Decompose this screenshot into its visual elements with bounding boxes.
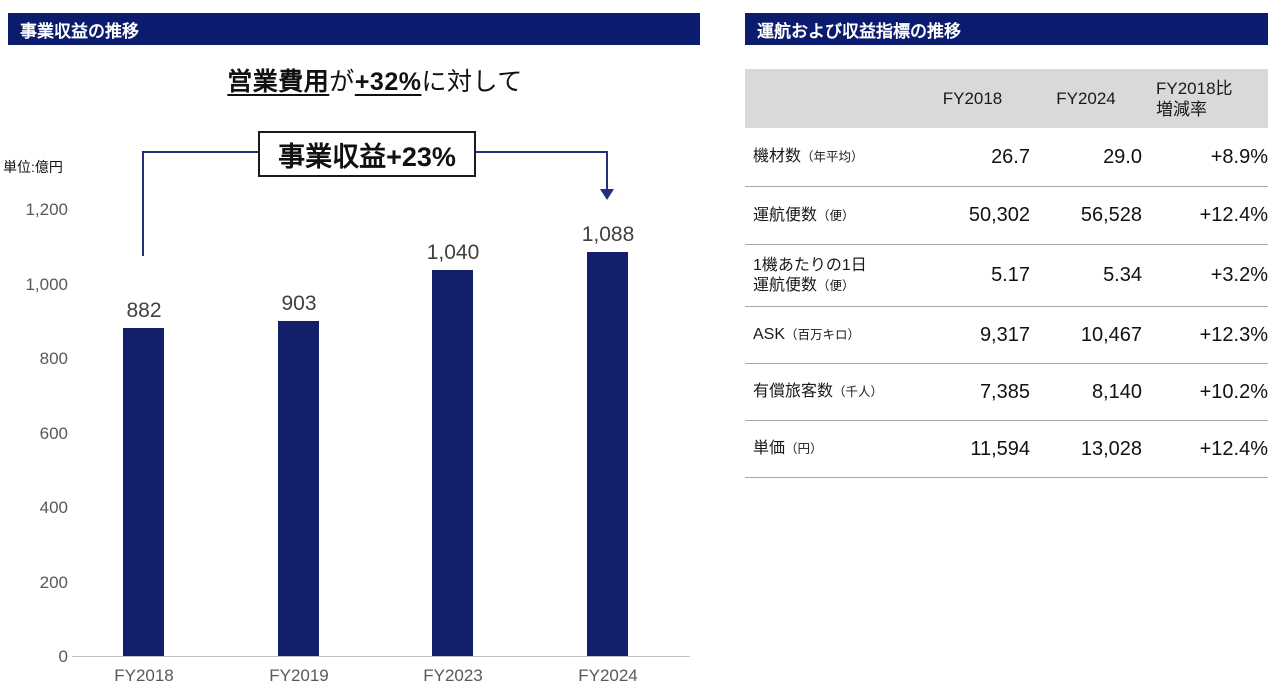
bar-value-label: 882 [126, 299, 162, 323]
cell-change: +10.2% [1199, 380, 1268, 403]
bracket-right-vertical-line [606, 151, 608, 191]
header-change-rate-line2: 増減率 [1156, 99, 1207, 119]
bar-fy2024 [587, 251, 628, 657]
bar-fy2018 [123, 328, 164, 657]
headline-particle-1: が [329, 68, 355, 96]
right-section-title: 運航および収益指標の推移 [757, 21, 961, 41]
bar-fy2019 [278, 320, 319, 657]
row-label: ASK（百万キロ） [753, 326, 861, 343]
cell-fy2024: 13,028 [1080, 437, 1142, 460]
cell-change: +12.4% [1199, 204, 1268, 226]
row-label: 単価（円） [753, 440, 823, 457]
right-section-banner: 運航および収益指標の推移 [745, 13, 1268, 45]
x-axis-line [72, 656, 690, 657]
revenue-growth-callout: 事業収益+23% [258, 131, 476, 177]
arrow-down-icon [600, 189, 614, 200]
y-tick-1000: 1,000 [25, 274, 68, 294]
table-row-ask: ASK（百万キロ） 9,317 10,467 +12.3% [745, 307, 1268, 364]
headline-cost-growth: +32% [354, 68, 422, 96]
left-section-banner: 事業収益の推移 [8, 13, 700, 45]
table-row-unit-price: 単価（円） 11,594 13,028 +12.4% [745, 421, 1268, 478]
row-label: 運航便数（便） [753, 206, 855, 224]
table-header-row: FY2018 FY2024 FY2018比 増減率 [745, 69, 1268, 128]
headline-particle-2: に対して [421, 68, 523, 96]
y-tick-0: 0 [58, 647, 68, 666]
bar-fy2023 [432, 269, 473, 657]
row-label: 有償旅客数（千人） [753, 383, 884, 400]
header-fy2024: FY2024 [1056, 88, 1116, 108]
y-tick-600: 600 [39, 423, 68, 443]
cell-change: +8.9% [1210, 145, 1268, 168]
cell-fy2024: 56,528 [1080, 204, 1142, 226]
x-label-fy2018: FY2018 [114, 666, 174, 685]
header-change-rate: FY2018比 増減率 [1142, 78, 1268, 120]
unit-label: 単位:億円 [3, 159, 63, 175]
cell-fy2024: 5.34 [1103, 264, 1142, 286]
cell-fy2024: 29.0 [1103, 145, 1142, 168]
bar-value-label: 1,088 [581, 222, 635, 246]
cell-fy2018: 9,317 [979, 323, 1030, 346]
cell-fy2018: 11,594 [970, 437, 1030, 460]
headline: 営業費用が+32%に対して [0, 62, 750, 98]
headline-operating-cost: 営業費用 [227, 68, 330, 96]
cell-change: +12.4% [1199, 437, 1268, 460]
x-label-fy2024: FY2024 [578, 666, 638, 685]
cell-fy2018: 26.7 [991, 145, 1030, 168]
cell-fy2018: 50,302 [968, 204, 1030, 226]
header-change-rate-line1: FY2018比 [1156, 78, 1233, 98]
bar-group-fy2019: 903 [249, 210, 349, 657]
x-label-fy2023: FY2023 [423, 666, 483, 685]
bar-value-label: 903 [281, 291, 317, 315]
y-tick-400: 400 [39, 498, 68, 517]
cell-change: +12.3% [1199, 323, 1268, 346]
y-tick-800: 800 [39, 349, 68, 368]
table-row-revenue-passengers: 有償旅客数（千人） 7,385 8,140 +10.2% [745, 364, 1268, 421]
bar-group-fy2023: 1,040 [403, 210, 503, 657]
bar-chart-plot-area: 882 903 1,040 1,088 [0, 210, 710, 657]
row-label: 機材数（年平均） [753, 148, 864, 165]
row-label: 1機あたりの1日 運航便数（便） [753, 256, 867, 294]
cell-change: +3.2% [1210, 264, 1268, 286]
bracket-left-vertical-line [142, 151, 144, 256]
y-tick-200: 200 [39, 572, 68, 592]
y-tick-1200: 1,200 [25, 200, 68, 219]
cell-fy2024: 8,140 [1091, 380, 1142, 403]
bar-group-fy2018: 882 [94, 210, 194, 657]
table-row-flight-count: 運航便数（便） 50,302 56,528 +12.4% [745, 187, 1268, 245]
bar-group-fy2024: 1,088 [558, 210, 658, 657]
metrics-table: FY2018 FY2024 FY2018比 増減率 機材数（年平均） 26.7 … [745, 69, 1268, 478]
cell-fy2018: 7,385 [979, 380, 1030, 403]
table-row-aircraft-count: 機材数（年平均） 26.7 29.0 +8.9% [745, 128, 1268, 187]
bar-value-label: 1,040 [426, 240, 480, 264]
header-fy2018: FY2018 [942, 88, 1003, 108]
x-label-fy2019: FY2019 [269, 666, 329, 685]
cell-fy2024: 10,467 [1080, 323, 1142, 346]
table-row-flights-per-aircraft: 1機あたりの1日 運航便数（便） 5.17 5.34 +3.2% [745, 245, 1268, 307]
cell-fy2018: 5.17 [991, 264, 1030, 286]
left-section-title: 事業収益の推移 [20, 21, 139, 41]
